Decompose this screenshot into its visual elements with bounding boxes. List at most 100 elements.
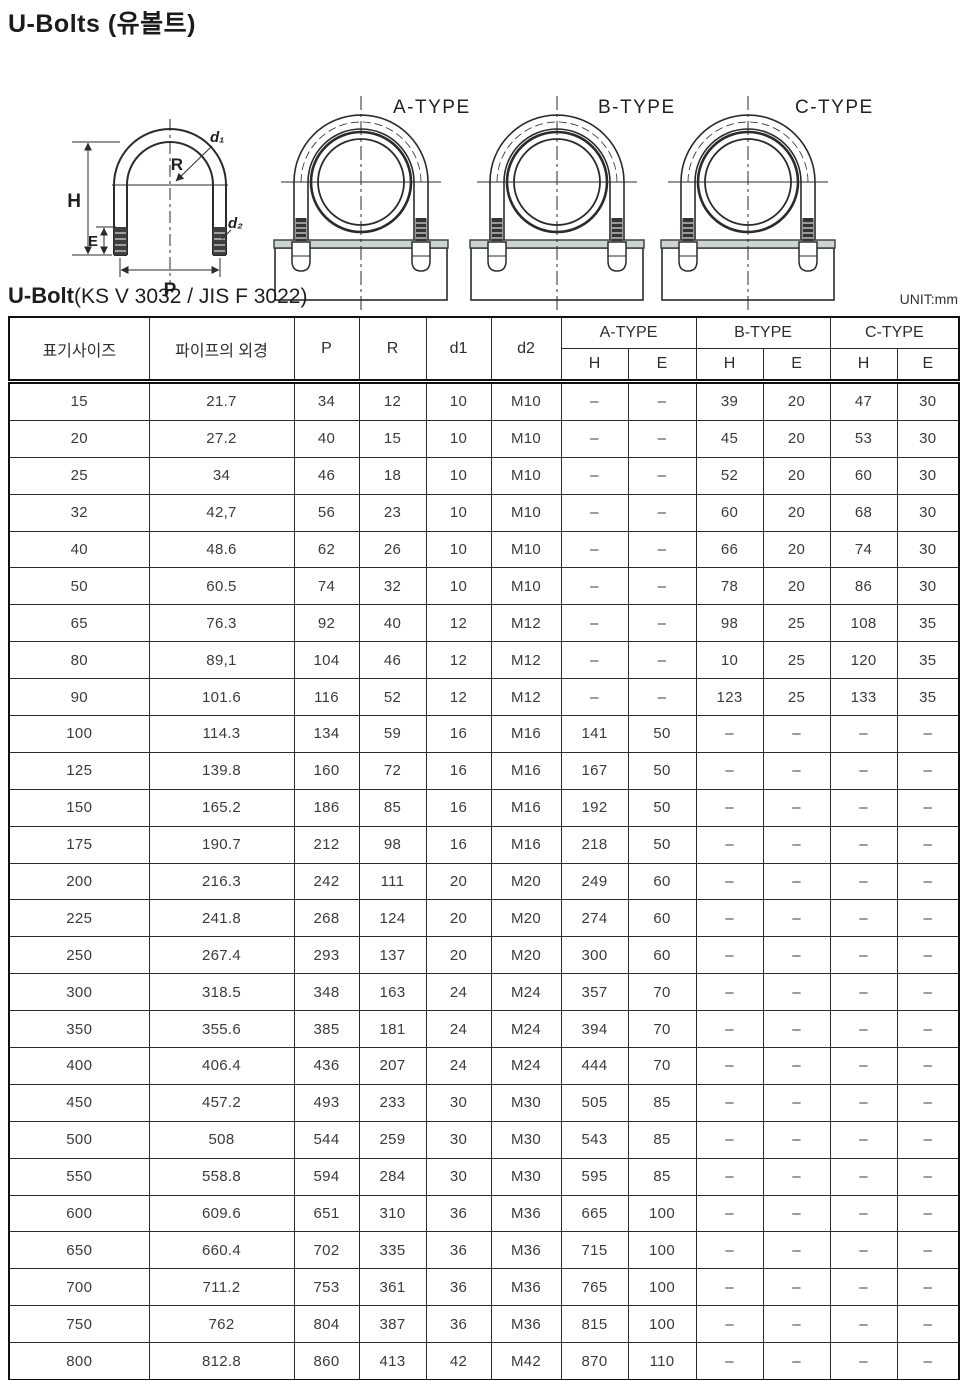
- table-cell: 10: [425, 493, 492, 532]
- dim-label-e: E: [88, 233, 98, 250]
- table-cell: –: [829, 788, 898, 827]
- table-cell: 268: [293, 899, 360, 938]
- table-cell: 12: [425, 641, 492, 680]
- table-cell: –: [695, 973, 764, 1012]
- table-cell: 335: [358, 1231, 427, 1270]
- table-cell: –: [695, 788, 764, 827]
- table-cell: 242: [293, 862, 360, 901]
- table-row: 20 27.2 40 15 10 M10– –45 20 53 30: [8, 419, 960, 458]
- table-cell: 267.4: [148, 936, 295, 975]
- table-cell: 20: [762, 419, 831, 458]
- table-cell: 78: [695, 567, 764, 606]
- table-row: 15 21.7 34 12 10 M10– –39 20 47 30: [8, 381, 960, 421]
- col-header-r: R: [358, 316, 427, 384]
- table-cell: 233: [358, 1083, 427, 1122]
- table-row: 225 241.8 268 124 20 M20 274 60– – – –: [8, 899, 960, 938]
- table-cell: 32: [8, 493, 150, 532]
- table-cell: 16: [425, 825, 492, 864]
- table-cell: –: [762, 862, 831, 901]
- table-cell: 45: [695, 419, 764, 458]
- table-cell: 558.8: [148, 1157, 295, 1196]
- table-cell: 60: [627, 936, 697, 975]
- table-cell: M42: [490, 1342, 562, 1380]
- table-cell: –: [560, 567, 629, 606]
- table-cell: 62: [293, 530, 360, 569]
- table-cell: 98: [695, 604, 764, 643]
- table-cell: –: [695, 862, 764, 901]
- table-cell: 186: [293, 788, 360, 827]
- table-cell: 30: [896, 567, 960, 606]
- technical-drawings: H E P R d₁ d₂: [0, 40, 966, 280]
- table-cell: 25: [762, 604, 831, 643]
- table-cell: –: [829, 936, 898, 975]
- table-cell: 42,7: [148, 493, 295, 532]
- table-cell: 665: [560, 1194, 629, 1233]
- table-cell: 36: [425, 1231, 492, 1270]
- table-cell: –: [695, 1305, 764, 1344]
- table-cell: 72: [358, 751, 427, 790]
- table-row: 65 76.3 92 40 12 M12– –98 25 108 35: [8, 604, 960, 643]
- table-cell: –: [896, 1010, 960, 1049]
- table-cell: –: [896, 1120, 960, 1159]
- table-cell: –: [896, 1047, 960, 1085]
- table-cell: –: [896, 1231, 960, 1270]
- table-cell: –: [695, 1268, 764, 1307]
- unit-label: UNIT:mm: [899, 291, 958, 307]
- table-row: 750 762 804 387 36 M36 815 100– – – –: [8, 1305, 960, 1344]
- table-cell: –: [695, 899, 764, 938]
- table-cell: 125: [8, 751, 150, 790]
- table-cell: 550: [8, 1157, 150, 1196]
- table-cell: 36: [425, 1268, 492, 1307]
- table-cell: 34: [148, 456, 295, 495]
- table-cell: 56: [293, 493, 360, 532]
- figure-label-b-type: B-TYPE: [598, 97, 676, 118]
- table-cell: 23: [358, 493, 427, 532]
- table-cell: M16: [490, 715, 562, 753]
- table-cell: –: [829, 1194, 898, 1233]
- table-cell: 181: [358, 1010, 427, 1049]
- table-cell: 80: [8, 641, 150, 680]
- table-cell: 500: [8, 1120, 150, 1159]
- sub-header-c-e: E: [896, 348, 960, 384]
- table-cell: 12: [358, 381, 427, 421]
- thread-sections: [114, 227, 226, 255]
- table-cell: –: [627, 678, 697, 717]
- table-cell: –: [762, 1305, 831, 1344]
- table-cell: 70: [627, 1047, 697, 1085]
- table-cell: 804: [293, 1305, 360, 1344]
- table-cell: 400: [8, 1047, 150, 1085]
- table-cell: M12: [490, 641, 562, 680]
- table-title: U-Bolt(KS V 3032 / JIS F 3022): [8, 283, 307, 309]
- table-cell: 53: [829, 419, 898, 458]
- table-cell: 110: [627, 1342, 697, 1380]
- table-cell: –: [896, 862, 960, 901]
- table-cell: –: [762, 973, 831, 1012]
- table-cell: 10: [425, 567, 492, 606]
- table-cell: –: [762, 1342, 831, 1380]
- table-row: 50 60.5 74 32 10 M10– –78 20 86 30: [8, 567, 960, 606]
- table-cell: 765: [560, 1268, 629, 1307]
- table-cell: M30: [490, 1120, 562, 1159]
- table-cell: 30: [425, 1157, 492, 1196]
- table-cell: 46: [358, 641, 427, 680]
- table-cell: 27.2: [148, 419, 295, 458]
- table-cell: 12: [425, 604, 492, 643]
- table-cell: 241.8: [148, 899, 295, 938]
- table-cell: –: [829, 1268, 898, 1307]
- table-cell: 310: [358, 1194, 427, 1233]
- table-cell: –: [896, 1194, 960, 1233]
- table-cell: 284: [358, 1157, 427, 1196]
- table-cell: –: [627, 493, 697, 532]
- table-cell: 493: [293, 1083, 360, 1122]
- table-cell: 30: [896, 530, 960, 569]
- table-cell: 20: [762, 530, 831, 569]
- table-cell: –: [762, 1231, 831, 1270]
- table-cell: –: [829, 1342, 898, 1380]
- table-cell: 192: [560, 788, 629, 827]
- table-cell: 50: [8, 567, 150, 606]
- table-cell: –: [829, 899, 898, 938]
- sub-header-c-h: H: [829, 348, 898, 384]
- table-cell: 165.2: [148, 788, 295, 827]
- table-cell: 60: [627, 899, 697, 938]
